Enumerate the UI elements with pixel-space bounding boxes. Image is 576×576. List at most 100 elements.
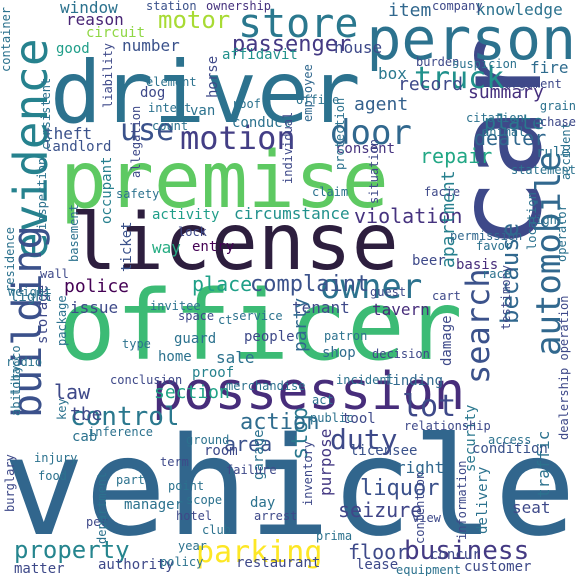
word-basis: basis <box>456 257 499 273</box>
word-key: key <box>55 398 69 420</box>
word-sale: sale <box>216 348 255 367</box>
word-relationship: relationship <box>404 419 491 433</box>
word-number: number <box>122 36 180 55</box>
word-rule: rule <box>536 145 570 161</box>
word-lock: lock <box>178 225 207 239</box>
word-business: business <box>404 536 530 566</box>
word-wall: wall <box>40 267 69 281</box>
word-radio: radio <box>6 355 43 369</box>
word-people: people <box>244 329 295 345</box>
word-dog: dog <box>140 85 166 101</box>
word-liability: liability <box>101 42 115 108</box>
word-repair: repair <box>420 144 493 168</box>
word-space: space <box>178 309 215 323</box>
word-proof: proof <box>192 365 235 381</box>
word-act: act <box>312 393 334 407</box>
word-burglary: burglary <box>3 454 17 512</box>
word-property: property <box>14 536 130 564</box>
word-reason: reason <box>66 10 124 29</box>
word-house: house <box>334 38 383 57</box>
word-traffic: traffic <box>534 430 553 498</box>
word-argument: argument <box>504 77 562 91</box>
word-situation: situation <box>367 138 381 204</box>
word-good: good <box>56 41 90 57</box>
word-patron: patron <box>324 329 368 343</box>
word-department: department <box>95 471 109 544</box>
word-location: location <box>525 192 539 250</box>
word-purpose: purpose <box>316 428 335 496</box>
word-restaurant: restaurant <box>236 555 321 571</box>
word-citation: citation <box>466 111 524 125</box>
word-theft: theft <box>44 124 93 143</box>
word-home: home <box>158 349 192 365</box>
word-year: year <box>178 539 207 553</box>
word-term: term <box>160 455 189 469</box>
word-issue: issue <box>70 298 119 317</box>
word-seizure: seizure <box>338 498 423 522</box>
word-scope: scope <box>186 493 223 507</box>
word-section: section <box>154 382 230 403</box>
word-public: public <box>310 411 354 425</box>
word-ticket: ticket <box>119 221 135 272</box>
word-circumstance: circumstance <box>234 204 350 223</box>
word-room: room <box>204 443 238 459</box>
word-parking: parking <box>196 535 323 570</box>
word-beer: beer <box>412 253 446 269</box>
word-weight: weight <box>8 285 52 299</box>
word-individual: individual <box>281 111 295 184</box>
word-station: station <box>146 0 197 13</box>
word-inventory: inventory <box>301 440 315 506</box>
word-condition: condition <box>472 441 548 457</box>
word-store: store <box>238 1 359 47</box>
word-authority: authority <box>98 557 174 573</box>
word-tbe: tbe <box>70 404 103 425</box>
word-damage: damage <box>439 315 455 366</box>
word-conclusion: conclusion <box>110 373 183 387</box>
word-party: party <box>290 297 311 352</box>
word-door: door <box>330 113 412 153</box>
word-per: per <box>86 515 108 529</box>
word-use: use <box>120 113 175 148</box>
word-guest: guest <box>370 285 407 299</box>
word-light: light <box>10 289 53 305</box>
word-duty: duty <box>330 423 398 456</box>
word-window: window <box>60 0 118 17</box>
word-race: race <box>482 267 511 281</box>
word-invitee: invitee <box>150 299 201 313</box>
word-area: area <box>224 432 273 456</box>
word-license: license <box>70 198 399 288</box>
word-policy: policy <box>160 555 204 569</box>
word-affidavit: affidavit <box>222 47 298 63</box>
word-tobacco: tobacco <box>9 345 23 396</box>
word-law: law <box>54 380 91 404</box>
word-injury: injury <box>34 451 78 465</box>
word-dealership-operation: dealership operation <box>557 295 571 441</box>
word-favor: favor <box>476 239 513 253</box>
word-box: box <box>378 64 407 83</box>
word-safety: safety <box>116 187 160 201</box>
word-violation: violation <box>354 204 463 228</box>
word-burden: burden <box>416 55 460 69</box>
word-operator: operator <box>555 204 569 262</box>
word-delivery: delivery <box>475 466 491 534</box>
word-customer: customer <box>464 559 532 575</box>
word-hotel: hotel <box>176 509 213 523</box>
word-landlord: landlord <box>44 139 112 155</box>
word-matter: matter <box>14 561 65 576</box>
word-floor: floor <box>348 540 409 564</box>
word-activity: activity <box>152 207 220 223</box>
word-residence: residence <box>3 226 17 292</box>
word-facie: facie <box>424 185 461 199</box>
word-right: right <box>396 458 445 477</box>
word-failure: failure <box>226 463 277 477</box>
word-fire: fire <box>530 58 569 77</box>
word-equipment: equipment <box>396 563 462 576</box>
word-officer: officer <box>58 270 463 382</box>
word-place: place <box>192 272 253 296</box>
word-cab: cab <box>72 429 98 445</box>
word-merchandise: merchandise <box>226 379 306 393</box>
word-agent: agent <box>354 94 409 115</box>
word-grain: grain <box>539 99 576 113</box>
word-protection: protection <box>333 97 347 170</box>
